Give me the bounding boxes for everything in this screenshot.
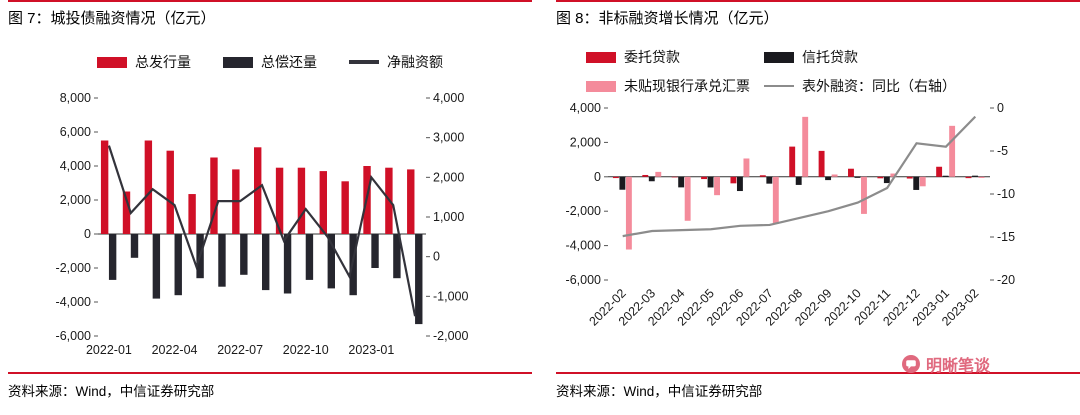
legend-item-total-issuance: 总发行量	[97, 52, 191, 72]
svg-text:8,000: 8,000	[60, 91, 91, 105]
svg-text:2022-10: 2022-10	[283, 343, 329, 357]
svg-text:2,000: 2,000	[60, 193, 91, 207]
figure7-legend: 总发行量 总偿还量 净融资额	[8, 52, 532, 72]
legend-item-entrusted-loans: 委托贷款	[586, 47, 764, 67]
legend-item-undiscounted-acceptances: 未贴现银行承兑汇票	[586, 76, 764, 96]
figure8-top-rule	[556, 0, 1080, 2]
svg-text:-10: -10	[997, 187, 1015, 201]
legend-item-total-repayment: 总偿还量	[223, 52, 317, 72]
svg-text:-2,000: -2,000	[56, 261, 91, 275]
legend-label: 未贴现银行承兑汇票	[624, 78, 750, 94]
legend-label: 委托贷款	[624, 49, 680, 65]
figure7-top-rule	[8, 0, 532, 2]
total-issuance-swatch	[97, 56, 127, 68]
total-repayment-swatch	[223, 56, 253, 68]
svg-text:3,000: 3,000	[433, 131, 464, 145]
offbalance-yoy-line-swatch	[764, 84, 794, 88]
svg-text:-5: -5	[997, 144, 1008, 158]
svg-text:-1,000: -1,000	[433, 289, 468, 303]
svg-text:2023-01: 2023-01	[348, 343, 394, 357]
figure7-title: 图 7：城投债融资情况（亿元）	[8, 10, 216, 27]
figure7-bar-line-chart: 8,000 6,000 4,000 2,000 0 -2,000 -4,000 -6,000 4…	[56, 91, 469, 357]
undiscounted-acceptances-swatch	[586, 80, 616, 92]
net-financing-line-swatch	[349, 60, 379, 64]
svg-text:2022-01: 2022-01	[86, 343, 132, 357]
figure8-panel: 图 8：非标融资增长情况（亿元） 委托贷款 信托贷款 未贴现银行承兑汇票 表外融…	[556, 0, 1080, 415]
svg-text:1,000: 1,000	[433, 210, 464, 224]
trust-loans-swatch	[764, 51, 794, 63]
legend-label: 信托贷款	[802, 49, 858, 65]
svg-text:-4,000: -4,000	[566, 239, 601, 253]
figure7-panel: 图 7：城投债融资情况（亿元） 总发行量 总偿还量 净融资额 8,000 6,00…	[8, 0, 532, 415]
figure8-bar-line-chart: 4,000 2,000 0 -2,000 -4,000 -6,000 0 -5 -10 -15 -2…	[566, 101, 1016, 329]
svg-text:-20: -20	[997, 273, 1015, 287]
svg-text:4,000: 4,000	[570, 101, 601, 115]
figure8-title: 图 8：非标融资增长情况（亿元）	[556, 10, 779, 27]
svg-text:0: 0	[594, 170, 601, 184]
legend-label: 总偿还量	[261, 54, 317, 70]
svg-text:-6,000: -6,000	[566, 273, 601, 287]
figure8-bottom-rule	[556, 372, 1080, 374]
entrusted-loans-swatch	[586, 51, 616, 63]
svg-text:-4,000: -4,000	[56, 295, 91, 309]
watermark: 明晰笔谈	[902, 352, 990, 376]
svg-text:4,000: 4,000	[60, 159, 91, 173]
svg-text:2,000: 2,000	[570, 135, 601, 149]
svg-text:-2,000: -2,000	[566, 204, 601, 218]
svg-text:2,000: 2,000	[433, 170, 464, 184]
svg-text:0: 0	[84, 227, 91, 241]
legend-label: 表外融资：同比（右轴）	[802, 78, 956, 94]
figure7-bottom-rule	[8, 372, 532, 374]
svg-text:-2,000: -2,000	[433, 329, 468, 343]
svg-text:0: 0	[433, 250, 440, 264]
watermark-label: 明晰笔谈	[926, 358, 991, 375]
figure8-source: 资料来源：Wind，中信证券研究部	[556, 384, 763, 399]
figure7-source: 资料来源：Wind，中信证券研究部	[8, 384, 215, 399]
svg-text:2022-04: 2022-04	[152, 343, 198, 357]
svg-text:4,000: 4,000	[433, 91, 464, 105]
svg-text:6,000: 6,000	[60, 125, 91, 139]
legend-item-offbalance-yoy: 表外融资：同比（右轴）	[764, 76, 956, 96]
chat-bubble-icon	[902, 355, 920, 373]
legend-item-net-financing: 净融资额	[349, 52, 443, 72]
legend-label: 净融资额	[387, 54, 443, 70]
figure8-legend: 委托贷款 信托贷款 未贴现银行承兑汇票 表外融资：同比（右轴）	[586, 47, 956, 96]
svg-text:-15: -15	[997, 230, 1015, 244]
svg-text:-6,000: -6,000	[56, 329, 91, 343]
legend-item-trust-loans: 信托贷款	[764, 47, 956, 67]
legend-label: 总发行量	[135, 54, 191, 70]
svg-text:0: 0	[997, 101, 1004, 115]
svg-text:2022-07: 2022-07	[217, 343, 263, 357]
